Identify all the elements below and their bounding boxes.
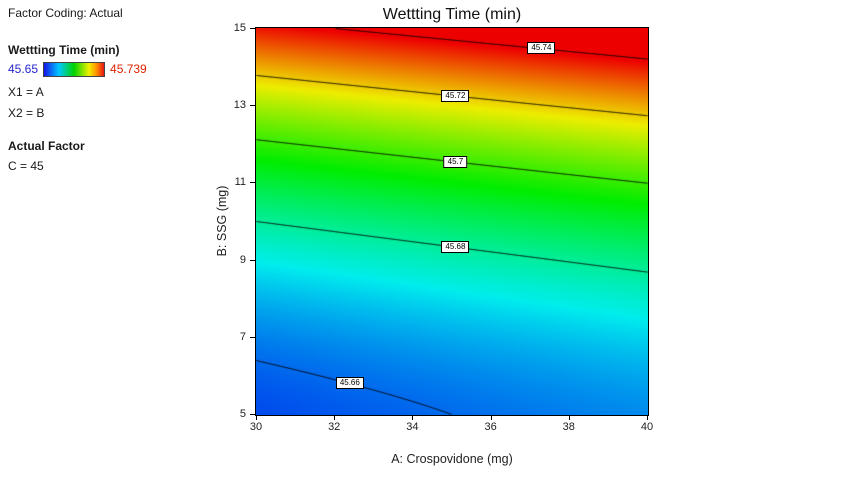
x-tick-label: 32 xyxy=(328,421,341,433)
legend-max-value: 45.739 xyxy=(110,62,147,76)
y-tick-mark xyxy=(250,28,255,29)
x-tick-mark xyxy=(412,416,414,420)
x-tick-label: 30 xyxy=(249,421,263,433)
x-tick-label: 36 xyxy=(484,421,497,433)
color-gradient-bar xyxy=(43,62,106,77)
contour-value-label: 45.72 xyxy=(441,89,470,102)
factor-coding-label: Factor Coding: Actual xyxy=(8,6,123,20)
color-scale-legend: 45.65 45.739 xyxy=(8,62,218,77)
contour-value-label: 45.66 xyxy=(335,377,364,390)
legend-min-value: 45.65 xyxy=(8,62,39,76)
y-tick-mark xyxy=(250,336,255,338)
x-tick-mark xyxy=(334,416,336,420)
y-tick-mark xyxy=(250,414,255,415)
plot-frame: 45.66 45.68 45.7 45.72 45.74 xyxy=(255,27,649,416)
x-tick-label: 40 xyxy=(640,421,654,433)
x-tick-mark xyxy=(256,416,257,420)
contour-value-label: 45.68 xyxy=(441,240,470,253)
x-tick-mark xyxy=(490,416,492,420)
contour-labels-overlay: 45.66 45.68 45.7 45.72 45.74 xyxy=(256,28,648,415)
contour-value-label: 45.74 xyxy=(527,42,556,55)
x-tick-label: 34 xyxy=(406,421,419,433)
y-tick-label: 5 xyxy=(239,408,246,420)
y-tick-label: 7 xyxy=(239,330,246,343)
contour-value-label: 45.7 xyxy=(443,155,468,168)
y-tick-mark xyxy=(250,105,255,107)
y-tick-mark xyxy=(250,259,255,261)
y-tick-label: 13 xyxy=(233,99,246,112)
actual-factor-value: C = 45 xyxy=(8,159,44,173)
x-tick-mark xyxy=(647,416,648,420)
y-axis-label: B: SSG (mg) xyxy=(215,185,229,257)
actual-factor-heading: Actual Factor xyxy=(8,139,85,153)
x-tick-label: 38 xyxy=(562,421,575,433)
legend-panel: Factor Coding: Actual Wettting Time (min… xyxy=(8,6,218,174)
x2-assignment-label: X2 = B xyxy=(8,106,45,120)
y-tick-mark xyxy=(250,182,255,184)
x-axis-label: A: Crospovidone (mg) xyxy=(391,452,513,466)
y-tick-label: 9 xyxy=(239,253,246,266)
response-name-label: Wettting Time (min) xyxy=(8,43,120,57)
x-tick-mark xyxy=(568,416,570,420)
x1-assignment-label: X1 = A xyxy=(8,85,44,99)
y-tick-label: 11 xyxy=(234,176,246,189)
y-tick-label: 15 xyxy=(233,22,246,34)
chart-title: Wettting Time (min) xyxy=(382,6,522,23)
